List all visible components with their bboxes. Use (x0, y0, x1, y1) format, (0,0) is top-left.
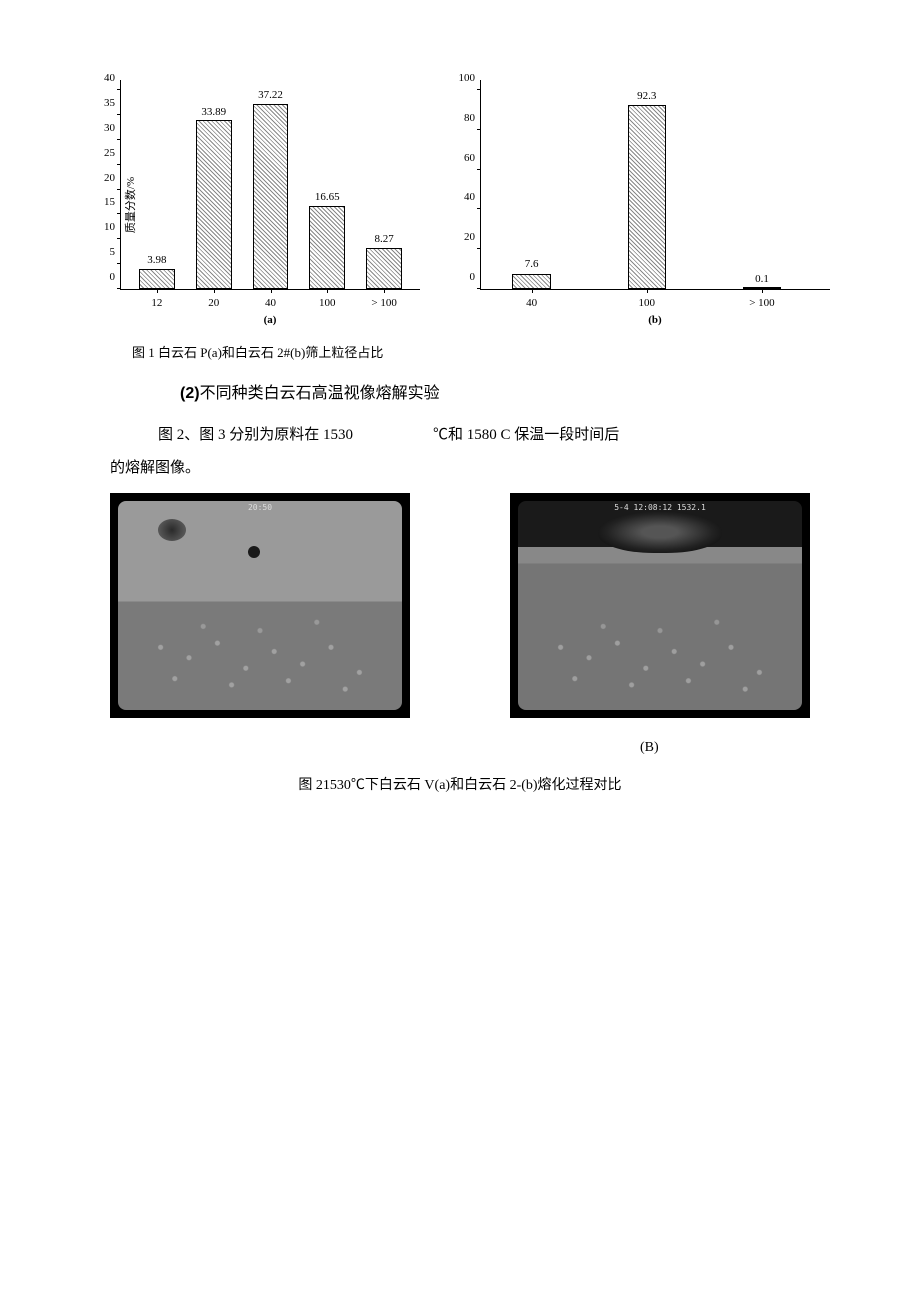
ytick: 20 (91, 172, 115, 184)
section-heading: (2)不同种类白云石高温视像熔解实验 (180, 379, 810, 403)
ytick: 25 (91, 147, 115, 159)
ytick: 40 (451, 191, 475, 203)
bar-a-12 (139, 269, 175, 289)
bar-value: 8.27 (374, 233, 393, 245)
bar-a-40 (253, 104, 289, 289)
chart-a-sublabel: (a) (120, 314, 420, 326)
ytick: 30 (91, 122, 115, 134)
figure1-caption: 图 1 白云石 P(a)和白云石 2#(b)筛上粒径占比 (132, 342, 810, 361)
chart-b-area: 0 20 40 60 80 100 7.6 92.3 0.1 (480, 80, 830, 290)
charts-row: 质量分数/% 0 5 10 15 20 25 30 35 40 (110, 80, 810, 330)
bar-value: 7.6 (525, 258, 539, 270)
bar-value: 0.1 (755, 273, 769, 285)
ytick: 60 (451, 152, 475, 164)
figure2-caption: 图 21530℃下白云石 V(a)和白云石 2-(b)熔化过程对比 (110, 774, 810, 794)
ytick: 5 (91, 246, 115, 258)
ytick: 80 (451, 112, 475, 124)
image-b-sublabel: (B) (640, 740, 810, 756)
body-paragraph: 图 2、图 3 分别为原料在 1530 ℃和 1580 C 保温一段时间后 的熔解… (110, 419, 810, 485)
bar-b-40 (512, 274, 550, 289)
bar-value: 92.3 (637, 90, 656, 102)
xtick: 40 (265, 297, 276, 309)
ytick: 15 (91, 196, 115, 208)
xtick: 100 (639, 297, 656, 309)
bar-value: 37.22 (258, 89, 283, 101)
sample-image-b: 5-4 12:08:12 1532.1 (510, 493, 810, 718)
ytick: 35 (91, 97, 115, 109)
xtick: > 100 (749, 297, 774, 309)
sample-image-a: 20:50 (110, 493, 410, 718)
ytick: 0 (451, 271, 475, 283)
speckles (118, 501, 402, 710)
body-part2: ℃和 1580 C 保温一段时间后 (433, 427, 619, 443)
xtick: 20 (208, 297, 219, 309)
ytick: 0 (91, 271, 115, 283)
bar-b-100 (628, 105, 666, 289)
sample-images-row: 20:50 5-4 12:08:12 1532.1 (110, 493, 810, 718)
xtick: 100 (319, 297, 336, 309)
ytick: 100 (451, 72, 475, 84)
body-part1: 图 2、图 3 分别为原料在 1530 (158, 427, 353, 443)
body-part3: 的熔解图像。 (110, 460, 200, 476)
ytick: 40 (91, 72, 115, 84)
speckles (518, 501, 802, 710)
heading-number: (2) (180, 385, 200, 402)
chart-b: 0 20 40 60 80 100 7.6 92.3 0.1 (480, 80, 830, 330)
xtick: > 100 (371, 297, 396, 309)
xtick: 12 (151, 297, 162, 309)
chart-b-sublabel: (b) (480, 314, 830, 326)
bar-a-100 (309, 206, 345, 289)
ytick: 20 (451, 231, 475, 243)
bar-a-gt100 (366, 248, 402, 289)
xtick: 40 (526, 297, 537, 309)
bar-value: 3.98 (147, 254, 166, 266)
chart-a: 质量分数/% 0 5 10 15 20 25 30 35 40 (120, 80, 420, 330)
heading-text: 不同种类白云石高温视像熔解实验 (200, 385, 440, 402)
bar-a-20 (196, 120, 232, 289)
bar-value: 16.65 (315, 191, 340, 203)
ytick: 10 (91, 221, 115, 233)
chart-a-area: 0 5 10 15 20 25 30 35 40 3.9 (120, 80, 420, 290)
bar-value: 33.89 (201, 106, 226, 118)
